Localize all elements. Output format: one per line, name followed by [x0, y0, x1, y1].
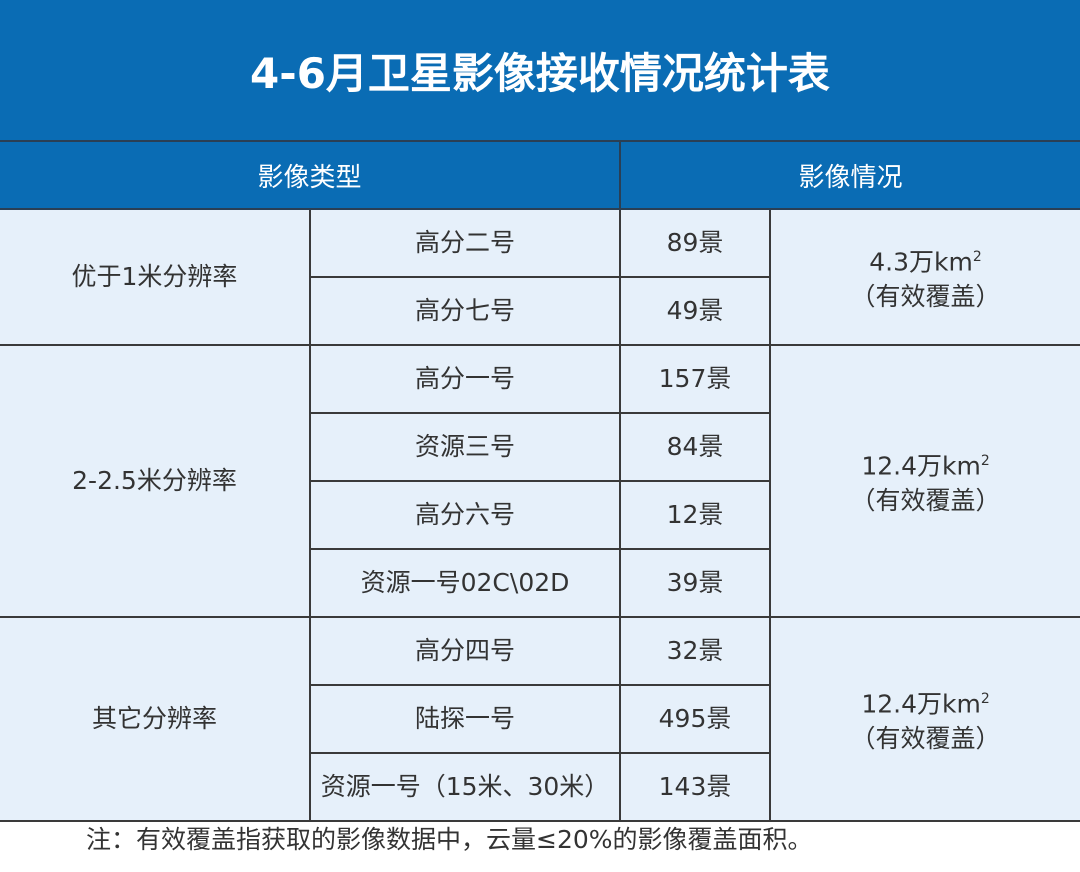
category-cell: 2-2.5米分辨率	[0, 344, 311, 618]
count-cell: 157景	[619, 344, 772, 414]
category-cell: 优于1米分辨率	[0, 208, 311, 346]
statistics-table: 影像类型 影像情况 优于1米分辨率 高分二号 89景 4.3万km2 （有效覆盖） 高分七…	[0, 142, 1080, 822]
table-row: 其它分辨率 高分四号 32景 12.4万km2 （有效覆盖）	[0, 616, 1080, 822]
coverage-value: 4.3万km	[869, 247, 973, 277]
coverage-note: （有效覆盖）	[850, 281, 1001, 311]
count-cell: 39景	[619, 548, 771, 618]
count-cell: 495景	[619, 684, 771, 754]
header-type: 影像类型	[0, 142, 622, 210]
coverage-cell: 12.4万km2 （有效覆盖）	[769, 344, 1080, 618]
table-title: 4-6月卫星影像接收情况统计表	[0, 0, 1080, 142]
count-cell: 49景	[619, 276, 771, 346]
satellite-cell: 资源三号	[310, 412, 622, 482]
table-row: 资源一号（15米、30米） 143景	[0, 752, 1080, 822]
coverage-note: （有效覆盖）	[850, 723, 1001, 753]
satellite-cell: 资源一号02C\02D	[310, 548, 622, 618]
header-row: 影像类型 影像情况	[0, 142, 1080, 210]
table-row: 资源一号02C\02D 39景	[0, 548, 1080, 618]
coverage-unit-sup: 2	[980, 691, 990, 708]
coverage-unit-sup: 2	[980, 453, 990, 470]
coverage-cell: 12.4万km2 （有效覆盖）	[769, 616, 1080, 822]
table-row: 2-2.5米分辨率 高分一号 157景 12.4万km2 （有效覆盖）	[0, 344, 1080, 618]
coverage-note: （有效覆盖）	[850, 485, 1001, 515]
satellite-cell: 高分六号	[310, 480, 622, 550]
footnote: 注：有效覆盖指获取的影像数据中，云量≤20%的影像覆盖面积。	[86, 825, 813, 854]
satellite-cell: 陆探一号	[310, 684, 622, 754]
satellite-cell: 资源一号（15米、30米）	[310, 752, 622, 822]
satellite-cell: 高分二号	[308, 208, 622, 278]
coverage-value: 12.4万km	[861, 451, 981, 481]
count-cell: 89景	[619, 208, 772, 278]
count-cell: 32景	[619, 616, 772, 686]
table-row: 陆探一号 495景	[0, 684, 1080, 754]
count-cell: 12景	[619, 480, 771, 550]
coverage-value: 12.4万km	[861, 689, 981, 719]
satellite-cell: 高分七号	[310, 276, 622, 346]
coverage-unit-sup: 2	[972, 249, 982, 266]
table-row: 资源三号 84景	[0, 412, 1080, 482]
satellite-cell: 高分一号	[308, 344, 622, 414]
coverage-cell: 4.3万km2 （有效覆盖）	[769, 208, 1080, 346]
header-status: 影像情况	[619, 142, 1080, 210]
table-row: 优于1米分辨率 高分二号 89景 4.3万km2 （有效覆盖）	[0, 208, 1080, 346]
category-cell: 其它分辨率	[0, 616, 311, 822]
satellite-cell: 高分四号	[308, 616, 622, 686]
table-row: 高分六号 12景	[0, 480, 1080, 550]
count-cell: 84景	[619, 412, 771, 482]
table-row: 高分七号 49景	[0, 276, 1080, 346]
count-cell: 143景	[619, 752, 771, 822]
